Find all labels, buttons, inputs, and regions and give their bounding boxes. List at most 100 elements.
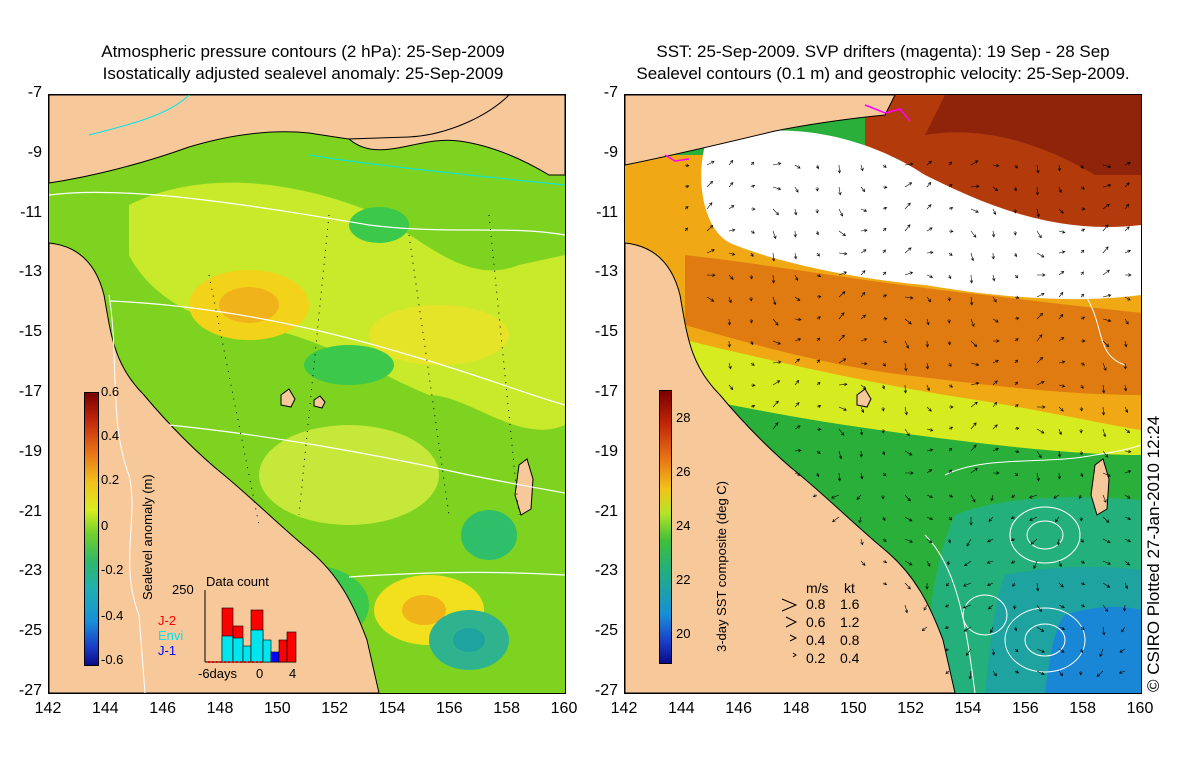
velocity-arrow (1058, 337, 1065, 342)
velocity-arrow (1014, 426, 1020, 431)
velocity-arrow (1036, 356, 1044, 364)
velocity-arrow (1036, 604, 1042, 613)
velocity-arrow (1058, 406, 1064, 412)
velocity-arrow (1014, 359, 1018, 364)
velocity-arrow (882, 472, 887, 477)
velocity-arrow (750, 383, 756, 387)
velocity-arrow (1102, 538, 1111, 544)
velocity-arrow (706, 180, 714, 188)
velocity-arrow (1036, 273, 1046, 277)
y-tick-label: -25 (594, 622, 618, 640)
velocity-arrow (1010, 537, 1016, 542)
velocity-arrow (1124, 560, 1130, 566)
velocity-arrow (684, 163, 690, 168)
velocity-arrow (684, 184, 690, 189)
velocity-arrow (926, 516, 934, 521)
velocity-arrow (1124, 449, 1132, 454)
velocity-arrow (904, 538, 913, 543)
velocity-arrow (860, 228, 868, 233)
velocity-arrow (706, 296, 715, 302)
velocity-arrow (992, 274, 996, 282)
velocity-arrow (816, 450, 821, 454)
velocity-arrow (838, 406, 847, 411)
velocity-arrow (1058, 670, 1063, 677)
velocity-arrow (1036, 626, 1045, 632)
velocity-arrow (816, 273, 822, 278)
velocity-arrow (1102, 582, 1111, 588)
velocity-arrow (1080, 186, 1086, 190)
velocity-arrow (926, 538, 933, 544)
x-tick-label: 154 (378, 700, 406, 717)
velocity-arrow (838, 334, 845, 342)
velocity-arrow (970, 184, 980, 189)
sealevel-cb-tick: 0.6 (101, 384, 120, 399)
velocity-arrow (904, 340, 909, 349)
velocity-arrow (1058, 604, 1065, 609)
velocity-arrow (1014, 164, 1018, 169)
velocity-arrow (948, 161, 952, 166)
velocity-arrow (904, 582, 911, 590)
velocity-arrow (1102, 246, 1109, 254)
velocity-arrow (992, 447, 999, 452)
velocity-arrow (816, 381, 821, 386)
velocity-arrow (945, 582, 950, 587)
x-tick-label: 148 (206, 700, 234, 717)
velocity-arrow (923, 604, 928, 611)
velocity-arrow (965, 648, 972, 656)
velocity-arrow (772, 422, 779, 430)
sst-map[interactable] (624, 94, 1142, 694)
velocity-arrow (946, 560, 951, 566)
velocity-arrow (986, 582, 994, 587)
velocity-arrow (812, 494, 818, 498)
velocity-arrow (991, 230, 996, 238)
vel-key-ms: 0.8 (806, 596, 826, 612)
velocity-arrow (1014, 472, 1019, 477)
velocity-arrow (838, 271, 848, 276)
sealevel-anomaly-map[interactable] (48, 94, 566, 694)
velocity-arrow (1036, 230, 1042, 239)
velocity-arrow (832, 516, 840, 523)
velocity-arrow (750, 184, 756, 188)
velocity-arrow (860, 291, 866, 298)
sst-cb-tick: 20 (676, 626, 691, 641)
velocity-arrow (838, 428, 845, 436)
velocity-arrow (992, 163, 1000, 168)
velocity-arrow (728, 384, 734, 391)
velocity-arrow (1124, 273, 1132, 277)
velocity-arrow (1013, 208, 1017, 214)
velocity-arrow (948, 362, 952, 367)
velocity-arrow (990, 494, 994, 502)
velocity-arrow (881, 450, 886, 456)
velocity-arrow (1102, 560, 1111, 565)
data-count-xlabel: -6days (198, 666, 238, 681)
velocity-arrow (992, 359, 999, 364)
velocity-arrow (772, 162, 782, 166)
velocity-arrow (1036, 252, 1045, 258)
velocity-arrow (926, 384, 930, 392)
x-tick-label: 148 (782, 700, 810, 717)
velocity-arrow (1058, 582, 1064, 588)
bar-j2 (278, 639, 288, 663)
velocity-arrow (926, 448, 934, 452)
velocity-arrow (815, 164, 820, 170)
velocity-arrow (963, 626, 972, 632)
right-title-line2: Sealevel contours (0.1 m) and geostrophi… (636, 64, 1130, 83)
y-tick-label: -17 (18, 383, 42, 400)
velocity-arrow (948, 252, 953, 256)
velocity-arrow (970, 422, 977, 430)
velocity-arrow (750, 207, 756, 211)
velocity-arrow (794, 317, 802, 322)
velocity-arrow (881, 406, 885, 412)
velocity-arrow (794, 338, 802, 342)
velocity-arrow (926, 318, 930, 326)
x-tick-label: 154 (954, 700, 982, 717)
vel-key-ms: 0.6 (806, 614, 826, 630)
velocity-arrow (1057, 472, 1061, 480)
x-tick-label: 142 (34, 700, 62, 717)
sealevel-cb-tick: -0.4 (101, 608, 124, 623)
velocity-arrow (1124, 203, 1130, 210)
velocity-arrow (1080, 648, 1084, 654)
velocity-arrow (816, 472, 820, 478)
velocity-arrow (1124, 470, 1132, 474)
sealevel-colorbar (84, 392, 99, 666)
